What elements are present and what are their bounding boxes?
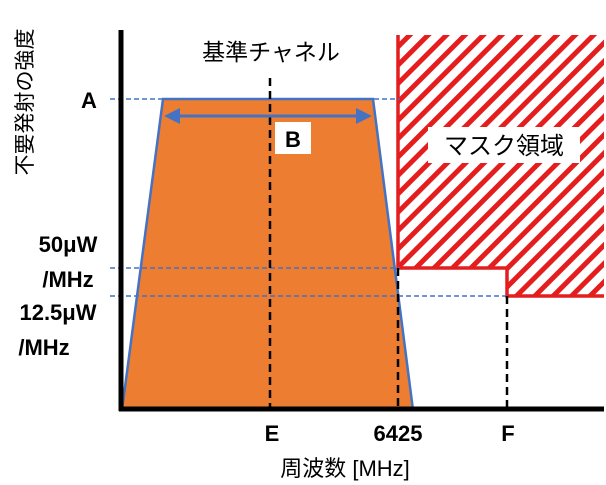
x-tick-f: F (501, 421, 514, 446)
mask-outline (396, 35, 604, 298)
bandwidth-arrow-left-head (164, 108, 180, 124)
y-axis-label: 不要発射の強度 (14, 29, 37, 176)
mask-label: マスク領域 (444, 133, 564, 160)
bandwidth-label-box (275, 122, 311, 154)
mask-label-box (428, 127, 580, 163)
channel-spectrum (120, 97, 415, 412)
x-axis-label: 周波数 [MHz] (280, 456, 410, 481)
reference-channel-title: 基準チャネル (202, 39, 340, 65)
level-12-5uw-label-line2: /MHz (18, 335, 69, 360)
bandwidth-label: B (285, 127, 301, 152)
bandwidth-arrow-right-head (356, 108, 372, 124)
x-tick-e: E (265, 421, 280, 446)
level-50uw-label-line2: /MHz (42, 267, 93, 292)
level-a-label: A (81, 88, 97, 113)
mask-region (398, 35, 604, 296)
x-tick-6425: 6425 (374, 421, 423, 446)
level-12-5uw-label-line1: 12.5μW (19, 300, 96, 325)
level-50uw-label-line1: 50μW (39, 232, 98, 257)
